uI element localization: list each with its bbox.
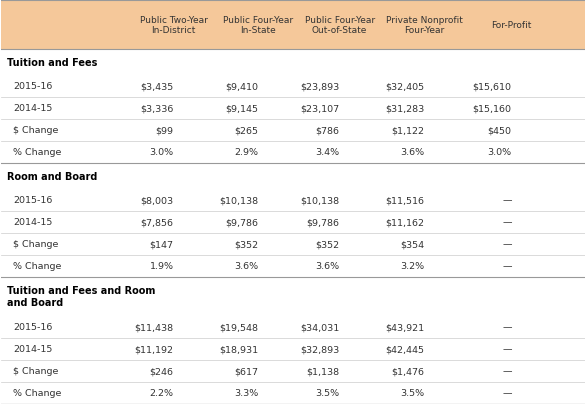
Text: $9,786: $9,786: [306, 217, 340, 227]
Text: $10,138: $10,138: [301, 196, 340, 205]
Text: $15,610: $15,610: [473, 82, 512, 91]
Text: % Change: % Change: [13, 261, 62, 271]
Text: —: —: [502, 367, 512, 375]
Text: Tuition and Fees: Tuition and Fees: [7, 58, 98, 68]
Text: —: —: [502, 217, 512, 227]
Text: $11,516: $11,516: [385, 196, 424, 205]
Text: $10,138: $10,138: [219, 196, 258, 205]
Text: $617: $617: [234, 367, 258, 375]
Text: Public Two-Year
In-District: Public Two-Year In-District: [139, 16, 207, 35]
Text: $43,921: $43,921: [385, 323, 424, 332]
Text: % Change: % Change: [13, 148, 62, 157]
Text: $ Change: $ Change: [13, 239, 59, 249]
Text: $9,410: $9,410: [225, 82, 258, 91]
Text: —: —: [502, 239, 512, 249]
Text: $9,145: $9,145: [225, 104, 258, 113]
Text: $23,893: $23,893: [301, 82, 340, 91]
Text: $265: $265: [234, 126, 258, 135]
Text: 1.9%: 1.9%: [149, 261, 173, 271]
Text: $147: $147: [149, 239, 173, 249]
Text: 2014-15: 2014-15: [13, 217, 52, 227]
Text: 3.5%: 3.5%: [315, 388, 340, 397]
Text: $18,931: $18,931: [219, 345, 258, 354]
Text: $352: $352: [234, 239, 258, 249]
Text: $11,438: $11,438: [134, 323, 173, 332]
Text: —: —: [502, 196, 512, 205]
Text: 2015-16: 2015-16: [13, 196, 52, 205]
Text: $23,107: $23,107: [301, 104, 340, 113]
Text: Room and Board: Room and Board: [7, 171, 98, 181]
Text: —: —: [502, 345, 512, 354]
Text: 2015-16: 2015-16: [13, 82, 52, 91]
Text: 3.2%: 3.2%: [400, 261, 424, 271]
Text: Private Nonprofit
Four-Year: Private Nonprofit Four-Year: [386, 16, 463, 35]
Text: $8,003: $8,003: [140, 196, 173, 205]
Text: $1,138: $1,138: [306, 367, 340, 375]
Text: $32,893: $32,893: [301, 345, 340, 354]
Text: 2014-15: 2014-15: [13, 104, 52, 113]
Text: 2.2%: 2.2%: [149, 388, 173, 397]
Text: $11,162: $11,162: [385, 217, 424, 227]
Text: $450: $450: [488, 126, 512, 135]
Bar: [1, 1, 585, 49]
Text: $786: $786: [316, 126, 340, 135]
Text: —: —: [502, 323, 512, 332]
Text: $3,336: $3,336: [140, 104, 173, 113]
Text: $246: $246: [149, 367, 173, 375]
Text: $11,192: $11,192: [134, 345, 173, 354]
Text: $19,548: $19,548: [219, 323, 258, 332]
Text: Public Four-Year
In-State: Public Four-Year In-State: [223, 16, 293, 35]
Text: $ Change: $ Change: [13, 367, 59, 375]
Text: $7,856: $7,856: [141, 217, 173, 227]
Text: 3.0%: 3.0%: [149, 148, 173, 157]
Text: —: —: [502, 261, 512, 271]
Text: $32,405: $32,405: [385, 82, 424, 91]
Text: 3.5%: 3.5%: [400, 388, 424, 397]
Text: % Change: % Change: [13, 388, 62, 397]
Text: $42,445: $42,445: [385, 345, 424, 354]
Text: 3.6%: 3.6%: [400, 148, 424, 157]
Text: $1,476: $1,476: [391, 367, 424, 375]
Text: $ Change: $ Change: [13, 126, 59, 135]
Text: $352: $352: [315, 239, 340, 249]
Text: $9,786: $9,786: [225, 217, 258, 227]
Text: 2015-16: 2015-16: [13, 323, 52, 332]
Text: 3.4%: 3.4%: [315, 148, 340, 157]
Text: $354: $354: [400, 239, 424, 249]
Text: 3.0%: 3.0%: [488, 148, 512, 157]
Text: 3.6%: 3.6%: [234, 261, 258, 271]
Text: For-Profit: For-Profit: [492, 21, 532, 30]
Text: $34,031: $34,031: [301, 323, 340, 332]
Text: 2.9%: 2.9%: [234, 148, 258, 157]
Text: $3,435: $3,435: [140, 82, 173, 91]
Text: —: —: [502, 388, 512, 397]
Text: Tuition and Fees and Room
and Board: Tuition and Fees and Room and Board: [7, 286, 156, 307]
Text: $15,160: $15,160: [473, 104, 512, 113]
Text: 3.6%: 3.6%: [315, 261, 340, 271]
Text: $31,283: $31,283: [385, 104, 424, 113]
Text: $99: $99: [155, 126, 173, 135]
Text: 3.3%: 3.3%: [234, 388, 258, 397]
Text: Public Four-Year
Out-of-State: Public Four-Year Out-of-State: [305, 16, 374, 35]
Text: 2014-15: 2014-15: [13, 345, 52, 354]
Text: $1,122: $1,122: [391, 126, 424, 135]
